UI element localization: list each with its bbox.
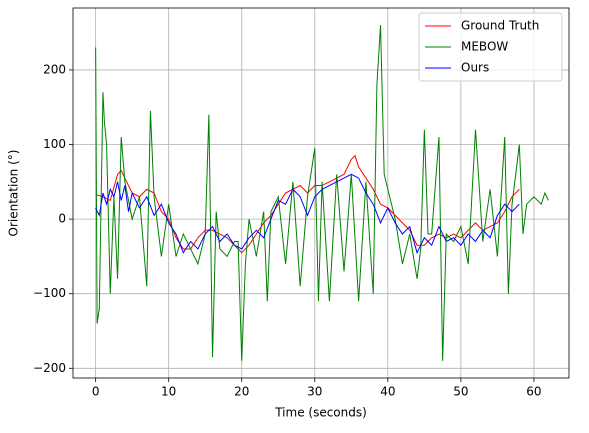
x-axis-label: Time (seconds) [274, 406, 367, 420]
series-line [95, 25, 549, 361]
x-tick-label: 10 [161, 385, 176, 399]
legend-box [418, 12, 563, 82]
x-tick-label: 30 [307, 385, 322, 399]
y-tick-label: −100 [33, 286, 66, 300]
plot-frame [72, 7, 570, 379]
x-tick-label: 60 [526, 385, 541, 399]
y-axis-label: Orientation (°) [7, 150, 21, 237]
x-tick-label: 0 [92, 385, 100, 399]
y-tick-label: 0 [58, 212, 66, 226]
y-tick-label: 100 [43, 137, 66, 151]
x-tick-label: 20 [234, 385, 249, 399]
x-tick-label: 40 [380, 385, 395, 399]
x-tick-label: 50 [453, 385, 468, 399]
y-tick-label: 200 [43, 62, 66, 76]
series-line [95, 173, 520, 255]
lines [95, 25, 549, 361]
legend-label: Ground Truth [461, 19, 539, 33]
legend-label: Ours [461, 61, 489, 75]
legend: Ground Truth MEBOW Ours [418, 12, 563, 82]
y-tick-label: −200 [33, 361, 66, 375]
ticks: 0 10 20 30 40 50 60 −200 −100 0 100 200 [33, 62, 542, 398]
legend-label: MEBOW [461, 40, 508, 54]
